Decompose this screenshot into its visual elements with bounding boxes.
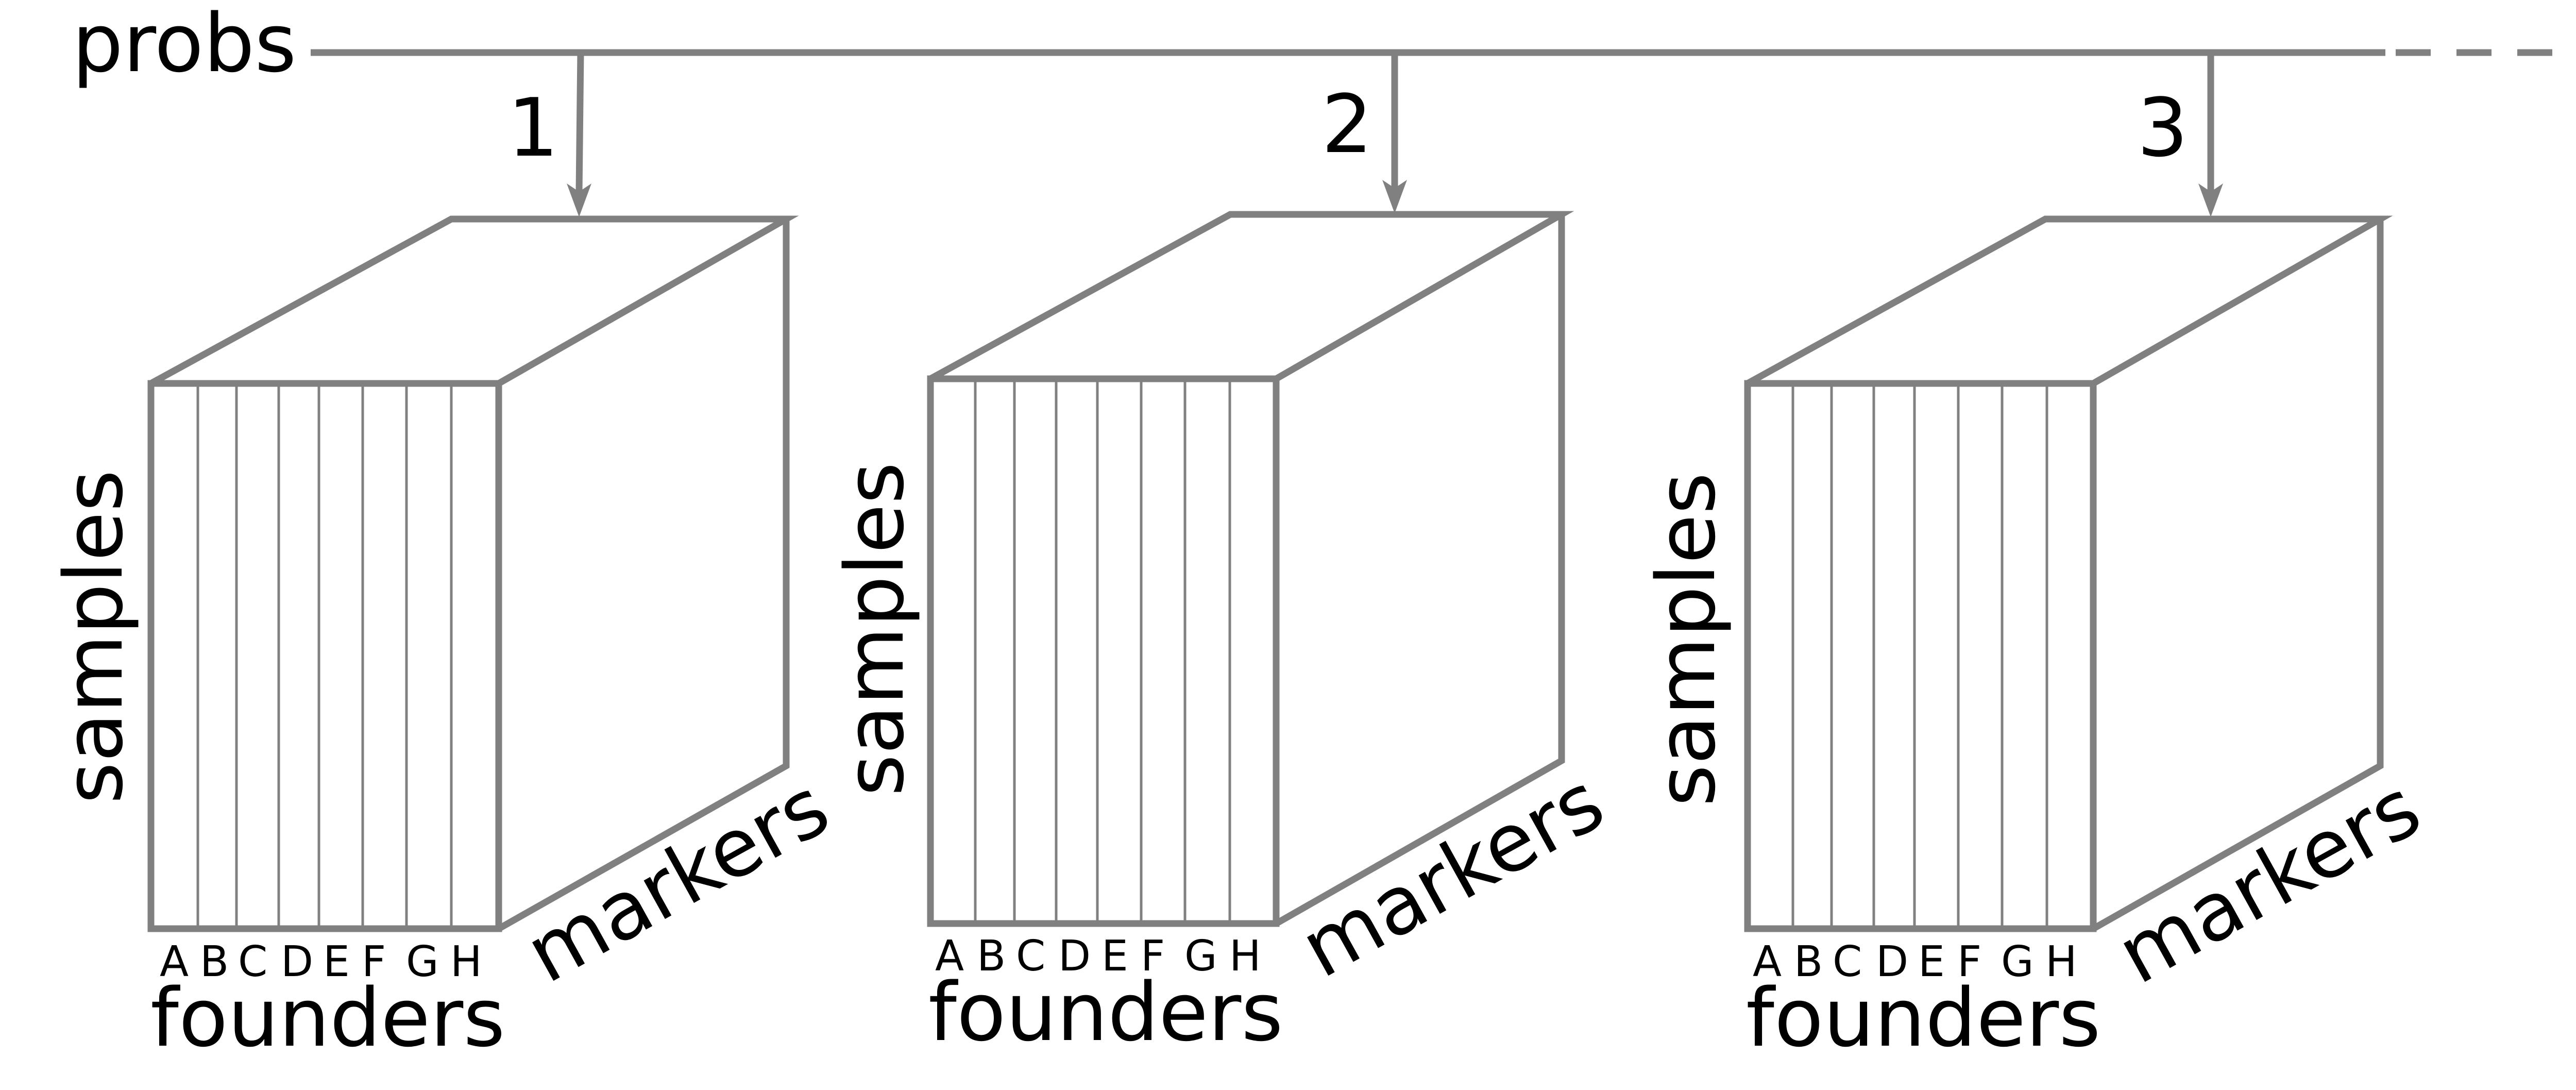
- founder-letter: F: [1957, 937, 1981, 986]
- founder-column-dividers: [196, 383, 453, 929]
- founder-letters: A B C D E F G H: [160, 937, 482, 986]
- cube-side-face: [497, 219, 790, 932]
- markers-label: markers: [2103, 761, 2435, 1002]
- array-index-label: 3: [2137, 81, 2188, 175]
- founder-letter: A: [160, 937, 189, 986]
- samples-label: samples: [1639, 473, 1733, 807]
- array-arrow-line: [575, 52, 584, 192]
- array-index-label: 2: [1321, 77, 1372, 171]
- founder-letters: A B C D E F G H: [935, 932, 1261, 981]
- founder-letter: G: [1184, 932, 1217, 981]
- founder-letter: G: [2001, 937, 2034, 986]
- founder-letter: A: [935, 932, 964, 981]
- founders-label: founders: [150, 971, 505, 1065]
- founder-letter: E: [1101, 932, 1128, 981]
- founder-letter: A: [1753, 937, 1782, 986]
- array-index-label: 1: [507, 81, 558, 175]
- founder-letter: C: [1833, 937, 1862, 986]
- founder-column-dividers: [1791, 383, 2048, 929]
- founder-letter: F: [1141, 932, 1165, 981]
- founder-letter: G: [406, 937, 439, 986]
- founder-letter: H: [2045, 937, 2077, 986]
- founder-letter: B: [200, 937, 229, 986]
- founder-letter: E: [1918, 937, 1945, 986]
- array-3: 3 A B C D E F G H founders samples marke…: [1639, 53, 2435, 1065]
- cube-top-face: [928, 211, 1574, 382]
- array-arrow-head: [2198, 183, 2223, 217]
- array-1: 1 A B C D E F G H founders samples marke…: [47, 52, 844, 1065]
- cube-front-face: [927, 375, 1280, 927]
- cube-top-face: [1745, 215, 2393, 387]
- cube-top-face: [149, 215, 799, 387]
- cube-side-face: [2091, 219, 2384, 932]
- founder-letter: H: [450, 937, 482, 986]
- markers-label: markers: [1286, 754, 1619, 996]
- founder-letter: D: [1876, 937, 1908, 986]
- samples-label: samples: [828, 462, 922, 796]
- cube-side-face: [1274, 214, 1565, 927]
- founders-label: founders: [1746, 971, 2101, 1065]
- founders-label: founders: [928, 965, 1283, 1059]
- founder-letter: B: [977, 932, 1006, 981]
- cube-front-face: [147, 380, 502, 932]
- array-arrow-head: [1382, 180, 1407, 213]
- cube-front-face: [1744, 380, 2097, 932]
- array-2: 2 A B C D E F G H founders samples marke…: [828, 53, 1619, 1059]
- founder-letter: D: [281, 937, 313, 986]
- markers-label: markers: [511, 760, 844, 1001]
- samples-label: samples: [47, 470, 141, 804]
- founder-letter: B: [1794, 937, 1823, 986]
- founder-letter: C: [1016, 932, 1045, 981]
- founder-letter: C: [238, 937, 267, 986]
- probs-label: probs: [72, 0, 296, 90]
- founder-letter: H: [1229, 932, 1261, 981]
- founder-letters: A B C D E F G H: [1753, 937, 2077, 986]
- founder-letter: D: [1058, 932, 1091, 981]
- founder-letter: E: [323, 937, 350, 986]
- array-arrow-head: [567, 183, 591, 217]
- founder-column-dividers: [974, 379, 1231, 924]
- founder-letter: F: [362, 937, 386, 986]
